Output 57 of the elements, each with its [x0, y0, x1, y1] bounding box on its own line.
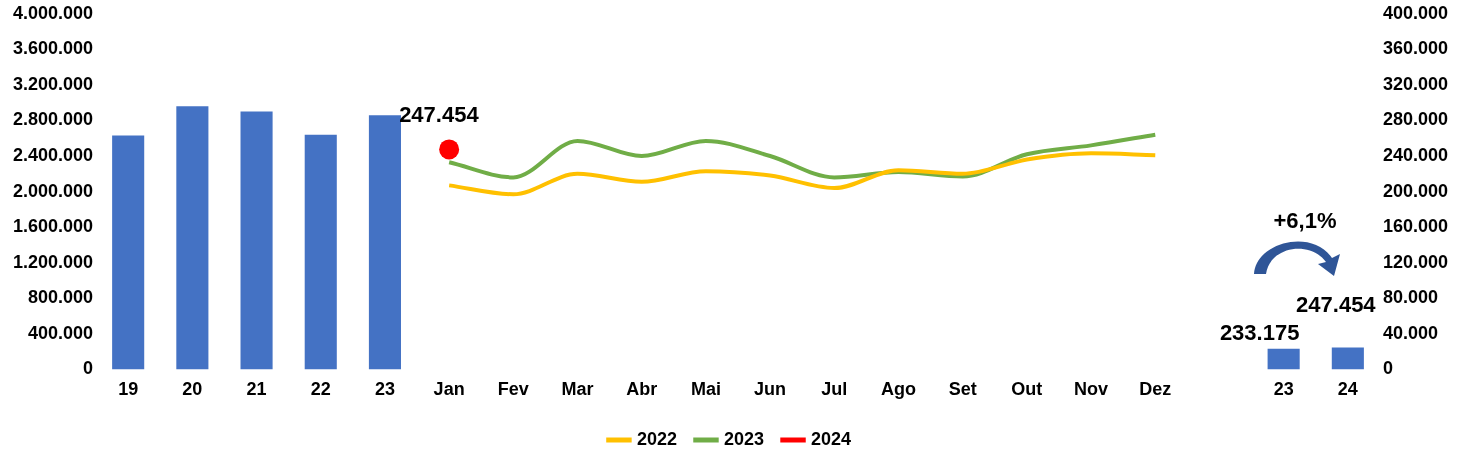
y-tick-label: 1.200.000 [13, 251, 94, 272]
bar [1267, 348, 1300, 370]
x-tick-label: Jun [754, 379, 787, 400]
bar [1331, 347, 1364, 370]
y2-tick-label: 360.000 [1382, 38, 1449, 59]
annotation: +6,1% [1272, 208, 1338, 234]
x-tick-label: Ago [880, 379, 916, 400]
bar [112, 135, 145, 370]
y-tick-label: 3.200.000 [13, 73, 94, 94]
x-tick-label: 22 [310, 379, 331, 400]
y2-tick-label: 80.000 [1382, 287, 1438, 308]
y-tick-label: 4.000.000 [13, 2, 94, 23]
x-tick-label: Out [1011, 379, 1043, 400]
x-tick-label: Mar [561, 379, 594, 400]
y2-tick-label: 120.000 [1382, 251, 1449, 272]
y2-tick-label: 240.000 [1382, 145, 1449, 166]
x-tick-label: Nov [1074, 379, 1109, 400]
data-label: 247.454 [1296, 292, 1377, 318]
bar [176, 106, 209, 370]
x-tick-label: 21 [246, 379, 267, 400]
y-tick-label: 2.800.000 [13, 109, 94, 130]
y2-tick-label: 400.000 [1382, 2, 1449, 23]
y-tick-label: 2.400.000 [13, 145, 94, 166]
y-tick-label: 2.000.000 [13, 180, 94, 201]
x-tick-label: Abr [626, 379, 658, 400]
bar [304, 134, 337, 370]
y2-tick-label: 160.000 [1382, 216, 1449, 237]
line-series [447, 132, 1158, 180]
bar [368, 115, 401, 370]
x-tick-label: Jan [433, 379, 465, 400]
x-tick-label: 19 [118, 379, 139, 400]
y-tick-label: 1.600.000 [13, 216, 94, 237]
x-tick-label: Dez [1139, 379, 1172, 400]
y2-tick-label: 40.000 [1382, 322, 1438, 343]
y2-tick-label: 0 [1382, 358, 1393, 379]
legend-label: 2024 [811, 428, 852, 449]
y-tick-label: 0 [83, 358, 94, 379]
y-tick-label: 800.000 [28, 287, 94, 308]
x-tick-label: 23 [1273, 379, 1294, 400]
bar [240, 111, 273, 370]
y2-tick-label: 280.000 [1382, 109, 1449, 130]
data-label: 233.175 [1219, 319, 1300, 345]
line-series [447, 151, 1158, 197]
x-tick-label: Jul [821, 379, 848, 400]
data-label: 247.454 [399, 102, 480, 128]
legend-label: 2022 [636, 428, 677, 449]
x-tick-label: 23 [374, 379, 395, 400]
x-tick-label: 24 [1337, 379, 1358, 400]
y-tick-label: 3.600.000 [13, 38, 94, 59]
x-tick-label: 20 [182, 379, 203, 400]
x-tick-label: Mai [690, 379, 721, 400]
legend-label: 2023 [723, 428, 765, 449]
x-tick-label: Fev [497, 379, 529, 400]
y-tick-label: 400.000 [28, 322, 94, 343]
y2-tick-label: 320.000 [1382, 73, 1449, 94]
y2-tick-label: 200.000 [1382, 180, 1449, 201]
x-tick-label: Set [948, 379, 977, 400]
